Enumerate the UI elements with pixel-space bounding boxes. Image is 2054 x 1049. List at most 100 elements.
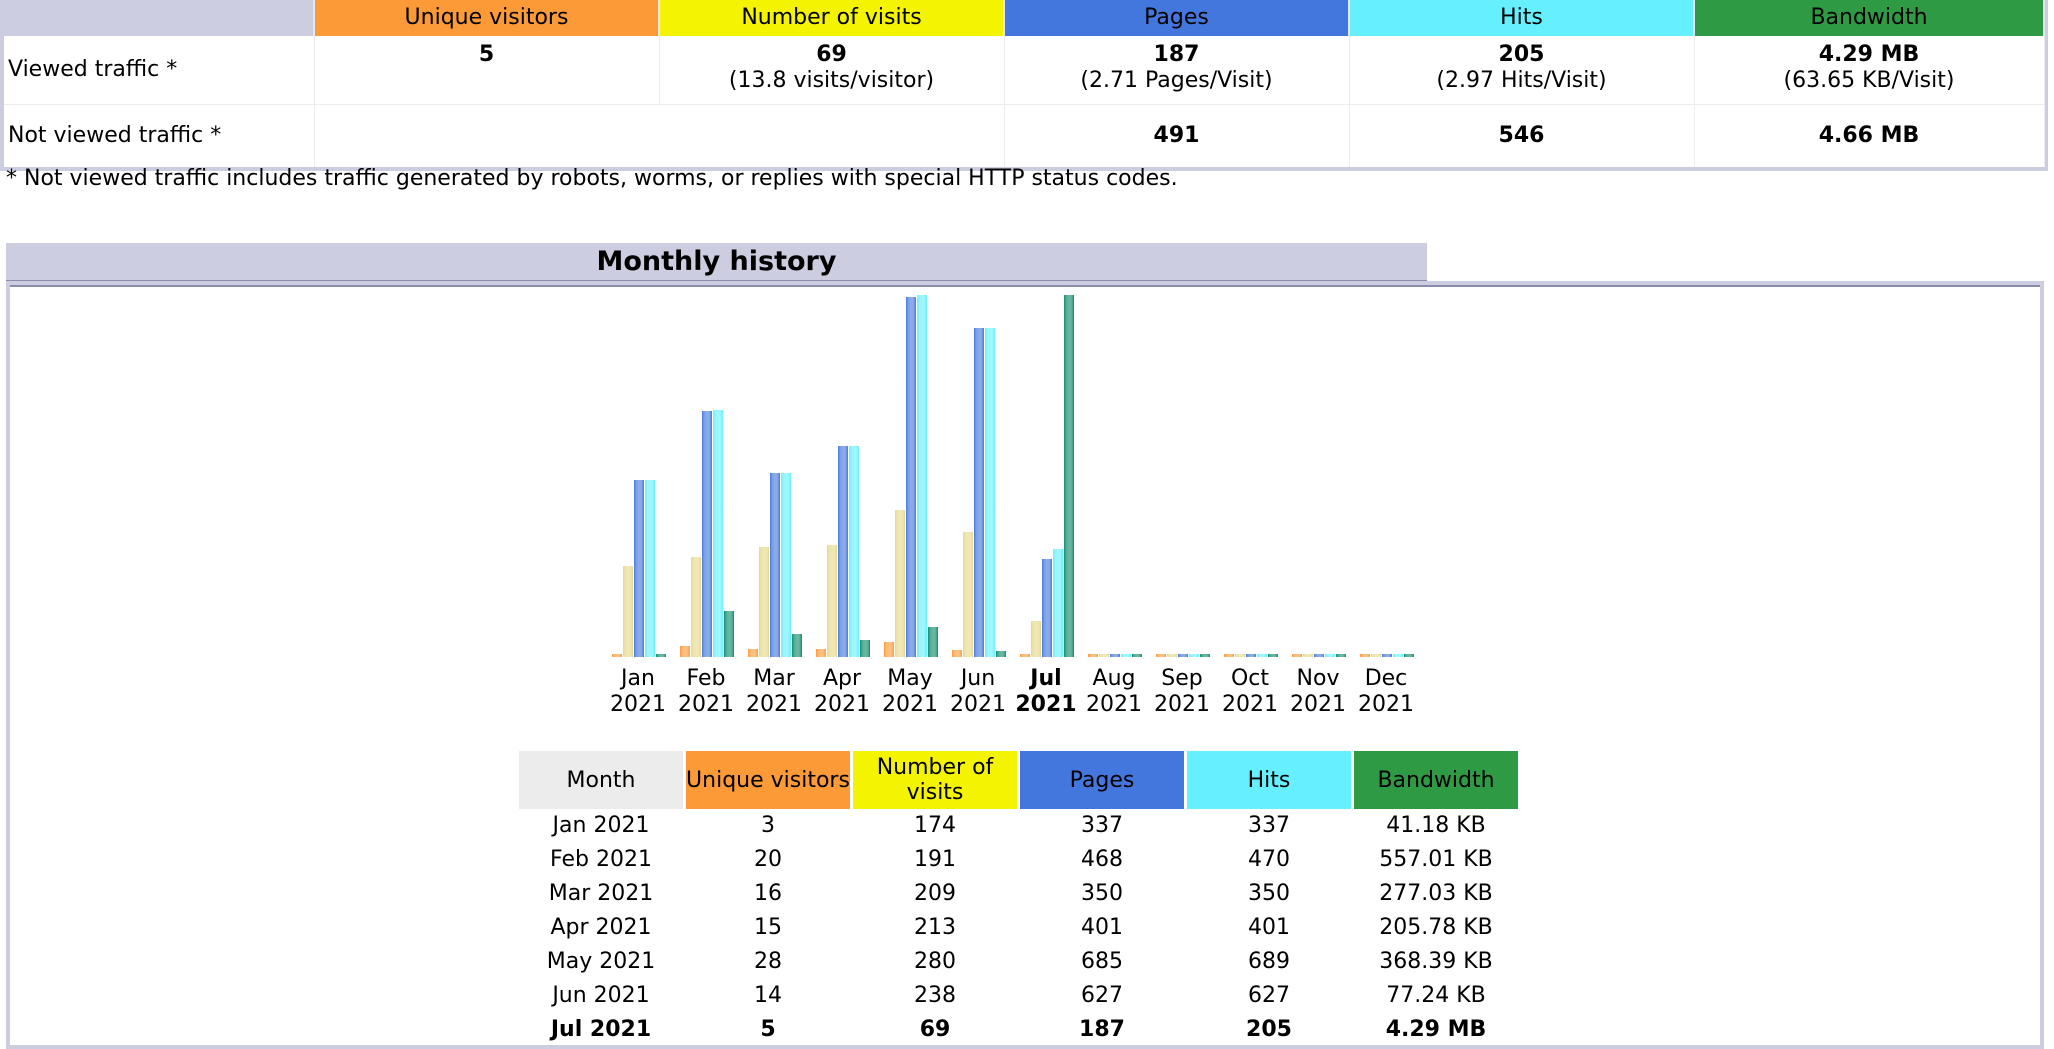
bar-shade-feb-1 — [691, 557, 701, 657]
bar-shade-dec-2 — [1382, 654, 1392, 657]
table-cell: 350 — [1081, 881, 1123, 906]
table-cell: 205 — [1246, 1017, 1292, 1042]
viewed-visits: 69 (13.8 visits/visitor) — [659, 36, 1005, 105]
summary-table: Unique visitors Number of visits Pages H… — [0, 0, 2048, 171]
col-bandwidth: Bandwidth — [1354, 751, 1518, 809]
bar-shade-jul-0 — [1020, 654, 1030, 657]
bar-shade-may-1 — [895, 510, 905, 657]
table-row: May 2021 28 280 685 689 368.39 KB — [519, 945, 1518, 979]
table-cell: 685 — [1081, 949, 1123, 974]
table-row: Feb 2021 20 191 468 470 557.01 KB — [519, 843, 1518, 877]
x-tick-year: 2021 — [1015, 692, 1076, 717]
monthly-history-chart: Jan2021Feb2021Mar2021Apr2021May2021Jun20… — [610, 295, 1414, 717]
bar-shade-dec-0 — [1360, 654, 1370, 657]
bar-shade-mar-1 — [759, 547, 769, 657]
table-row: Jun 2021 14 238 627 627 77.24 KB — [519, 979, 1518, 1013]
bar-shade-oct-3 — [1257, 654, 1267, 657]
bar-shade-jun-0 — [952, 650, 962, 657]
table-cell: Feb 2021 — [550, 847, 652, 872]
bar-shade-aug-0 — [1088, 654, 1098, 657]
bar-shade-may-0 — [884, 642, 894, 657]
table-cell: 15 — [754, 915, 782, 940]
not-viewed-hits: 546 — [1349, 104, 1695, 167]
x-tick-year: 2021 — [746, 692, 802, 717]
bar-shade-may-2 — [906, 297, 916, 657]
bar-shade-apr-2 — [838, 446, 848, 657]
x-tick-month: Aug — [1093, 666, 1136, 691]
table-cell: 3 — [761, 813, 775, 838]
table-cell: Jan 2021 — [552, 813, 650, 838]
table-cell: 401 — [1081, 915, 1123, 940]
bar-shade-aug-4 — [1132, 654, 1142, 657]
x-tick-year: 2021 — [1358, 692, 1414, 717]
table-cell: Jul 2021 — [550, 1017, 652, 1042]
table-cell: 209 — [914, 881, 956, 906]
table-cell: May 2021 — [546, 949, 656, 974]
bar-shade-sep-3 — [1189, 654, 1199, 657]
summary-header-blank — [4, 0, 315, 36]
table-cell: 689 — [1248, 949, 1290, 974]
bar-shade-nov-4 — [1336, 654, 1346, 657]
x-tick-month: Jul — [1028, 666, 1061, 691]
x-tick-year: 2021 — [610, 692, 666, 717]
bar-shade-jan-4 — [656, 654, 666, 657]
bar-shade-apr-4 — [860, 640, 870, 657]
table-cell: 5 — [760, 1017, 776, 1042]
bar-shade-nov-3 — [1325, 654, 1335, 657]
table-cell: Jun 2021 — [552, 983, 650, 1008]
table-cell: 213 — [914, 915, 956, 940]
x-tick-year: 2021 — [882, 692, 938, 717]
viewed-bandwidth: 4.29 MB (63.65 KB/Visit) — [1694, 36, 2045, 105]
bar-shade-sep-2 — [1178, 654, 1188, 657]
x-tick-year: 2021 — [950, 692, 1006, 717]
table-cell: 468 — [1081, 847, 1123, 872]
table-cell: 627 — [1081, 983, 1123, 1008]
table-cell: 627 — [1248, 983, 1290, 1008]
table-cell: 20 — [754, 847, 782, 872]
table-cell: 470 — [1248, 847, 1290, 872]
table-cell: 557.01 KB — [1379, 847, 1493, 872]
bar-shade-jul-4 — [1064, 295, 1074, 657]
monthly-history-title: Monthly history — [6, 243, 1427, 282]
table-cell: 77.24 KB — [1386, 983, 1486, 1008]
bar-shade-oct-0 — [1224, 654, 1234, 657]
col-month: Month — [519, 751, 683, 809]
x-tick-year: 2021 — [678, 692, 734, 717]
summary-header-bandwidth: Bandwidth — [1694, 0, 2045, 36]
bar-shade-jan-3 — [645, 480, 655, 657]
table-cell: 205.78 KB — [1379, 915, 1493, 940]
table-cell: Apr 2021 — [550, 915, 652, 940]
bar-shade-oct-4 — [1268, 654, 1278, 657]
bar-shade-jun-4 — [996, 651, 1006, 657]
bar-shade-sep-0 — [1156, 654, 1166, 657]
viewed-pages: 187 (2.71 Pages/Visit) — [1004, 36, 1350, 105]
col-unique-visitors: Unique visitors — [686, 751, 850, 809]
bar-shade-dec-4 — [1404, 654, 1414, 657]
x-tick-month: Oct — [1231, 666, 1269, 691]
table-cell: 69 — [919, 1017, 951, 1042]
bar-shade-mar-3 — [781, 473, 791, 657]
bar-shade-nov-1 — [1303, 654, 1313, 657]
table-cell: 191 — [914, 847, 956, 872]
bar-shade-mar-0 — [748, 649, 758, 657]
bar-shade-aug-1 — [1099, 654, 1109, 657]
bar-shade-jan-1 — [623, 566, 633, 657]
bar-shade-jul-1 — [1031, 621, 1041, 657]
table-cell: 337 — [1248, 813, 1290, 838]
monthly-history-table: Month Unique visitors Number of visits P… — [516, 751, 1521, 1047]
bar-shade-nov-2 — [1314, 654, 1324, 657]
x-tick-month: Feb — [687, 666, 726, 691]
bar-shade-feb-3 — [713, 410, 723, 657]
bar-shade-dec-3 — [1393, 654, 1403, 657]
bar-shade-jun-1 — [963, 532, 973, 657]
col-pages: Pages — [1020, 751, 1184, 809]
table-cell: Mar 2021 — [548, 881, 654, 906]
summary-header-hits: Hits — [1349, 0, 1695, 36]
not-viewed-traffic-label: Not viewed traffic * — [4, 104, 315, 167]
table-cell: 401 — [1248, 915, 1290, 940]
bar-shade-feb-2 — [702, 411, 712, 657]
bar-shade-may-3 — [917, 295, 927, 657]
table-cell: 337 — [1081, 813, 1123, 838]
bar-shade-jan-0 — [612, 654, 622, 657]
x-tick-month: Sep — [1161, 666, 1202, 691]
